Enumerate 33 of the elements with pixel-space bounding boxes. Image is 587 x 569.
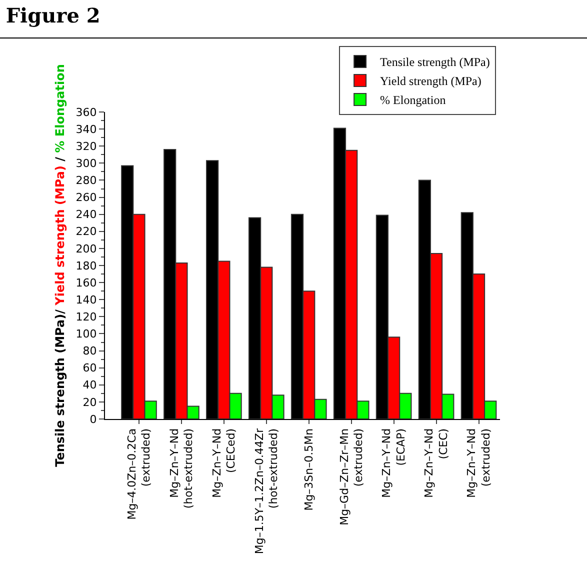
y-tick-label: 0: [90, 412, 97, 426]
legend-label: Yield strength (MPa): [380, 74, 482, 88]
y-tick-label: 160: [76, 276, 97, 290]
x-tick-label: Mg–4.0Zn–0.2Ca (extruded): [125, 428, 153, 520]
x-tick-label: Mg–Zn–Y–Nd (CEC): [422, 428, 450, 498]
y-tick-label: 260: [76, 191, 97, 204]
y-tick-label: 340: [76, 122, 97, 136]
x-tick-label: Mg–1.5Y–1.2Zn–0.44Zr (hot-extruded): [252, 428, 280, 554]
x-tick-label: Mg–Gd–Zn–Zr–Mn (extruded): [338, 428, 366, 526]
y-tick-label: 60: [82, 362, 97, 375]
y-tick-label: 80: [82, 344, 97, 358]
x-tick-label: Mg–Zn–Y–Nd (CECed): [210, 428, 238, 498]
y-tick-label: 300: [76, 157, 97, 170]
y-tick-label: 320: [76, 140, 97, 153]
legend-label: % Elongation: [380, 93, 446, 108]
x-tick-label: Mg–Zn–Y–Nd (ECAP): [380, 428, 408, 498]
y-tick-label: 180: [76, 259, 97, 272]
x-tick-label: Mg–Zn–Y–Nd (extruded): [465, 428, 492, 498]
x-tick-label: Mg–Zn–Y–Nd (hot-extruded): [168, 428, 196, 509]
y-tick-label: 40: [82, 378, 97, 392]
legend-label: Tensile strength (MPa): [380, 55, 490, 70]
y-tick-label: 220: [76, 225, 97, 238]
x-tick-label: Mg–3Sn–0.5Mn: [302, 428, 316, 511]
y-tick-label: 20: [82, 396, 97, 409]
y-tick-label: 360: [76, 106, 97, 119]
y-tick-label: 100: [76, 328, 97, 341]
chart-title: Figure 2: [6, 4, 100, 28]
y-tick-label: 240: [76, 208, 97, 222]
y-tick-label: 280: [76, 174, 97, 188]
y-tick-label: 200: [76, 242, 97, 256]
y-tick-label: 120: [76, 310, 97, 324]
y-axis-title: Tensile strength (MPa)/ Yield strength (MPa) / % Elongation: [53, 64, 68, 467]
y-tick-label: 140: [76, 293, 97, 306]
